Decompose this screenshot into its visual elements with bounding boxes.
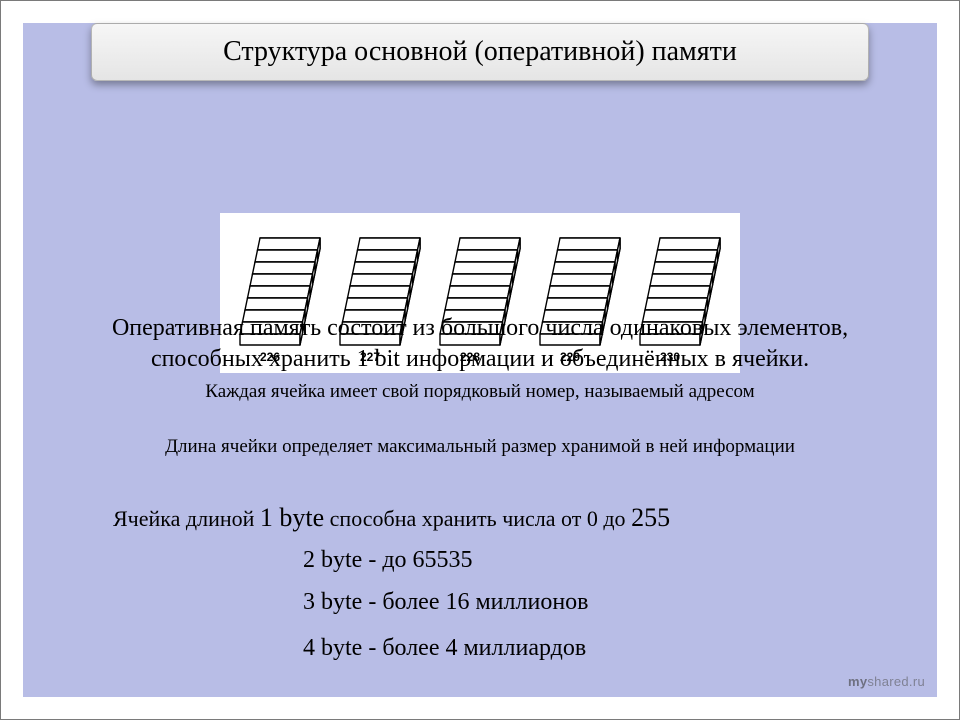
capacity-2byte: 2 byte - до 65535 [113, 547, 897, 574]
slide-inner: Структура основной (оперативной) памяти … [23, 23, 937, 697]
cap1-size: 1 byte [260, 503, 324, 532]
watermark-left: my [848, 674, 867, 689]
intro-text: Оперативная память состоит из большого ч… [23, 313, 937, 375]
capacity-1byte: Ячейка длиной 1 byte способна хранить чи… [113, 503, 897, 533]
capacity-4byte: 4 byte - более 4 миллиардов [113, 635, 897, 662]
address-line: Каждая ячейка имеет свой порядковый номе… [23, 381, 937, 403]
capacity-3byte: 3 byte - более 16 миллионов [113, 589, 897, 616]
slide-frame: Структура основной (оперативной) памяти … [0, 0, 960, 720]
watermark: myshared.ru [848, 674, 925, 689]
watermark-right: shared.ru [867, 674, 925, 689]
cap1-max: 255 [631, 503, 670, 532]
slide-title: Структура основной (оперативной) памяти [91, 23, 869, 81]
cap1-rest: способна хранить числа от 0 до [324, 506, 631, 531]
cap1-prefix: Ячейка длиной [113, 506, 260, 531]
length-line: Длина ячейки определяет максимальный раз… [23, 435, 937, 459]
